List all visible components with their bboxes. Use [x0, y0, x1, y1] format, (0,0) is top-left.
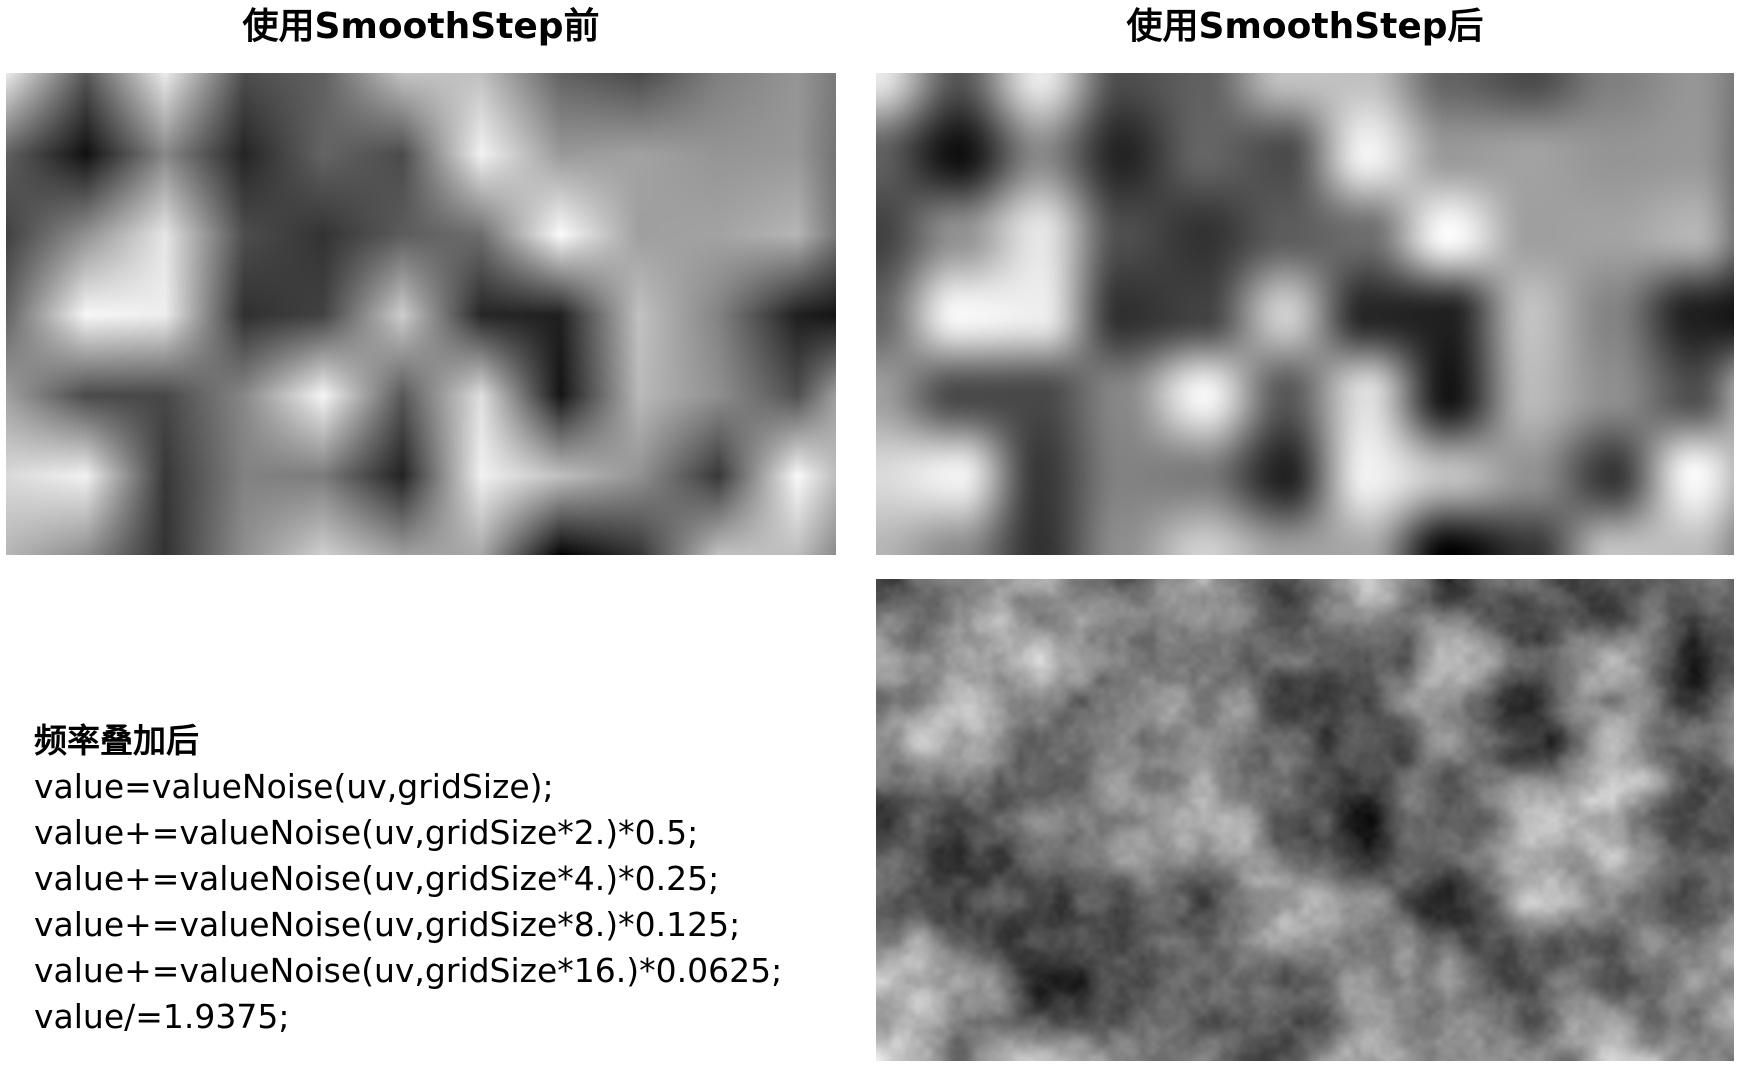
code-line: value+=valueNoise(uv,gridSize*16.)*0.062…: [34, 951, 783, 990]
code-line: value+=valueNoise(uv,gridSize*8.)*0.125;: [34, 905, 741, 944]
code-heading: 频率叠加后: [34, 721, 199, 760]
code-line: value/=1.9375;: [34, 997, 290, 1036]
code-line: value+=valueNoise(uv,gridSize*2.)*0.5;: [34, 813, 699, 852]
code-line: value=valueNoise(uv,gridSize);: [34, 767, 554, 806]
noise-image-frequency-layered: [876, 579, 1734, 1061]
noise-image-before-smoothstep: [6, 73, 836, 555]
code-line: value+=valueNoise(uv,gridSize*4.)*0.25;: [34, 859, 720, 898]
title-before-smoothstep: 使用SmoothStep前: [242, 6, 600, 47]
code-block: 频率叠加后 value=valueNoise(uv,gridSize); val…: [34, 718, 834, 1040]
title-after-smoothstep: 使用SmoothStep后: [1126, 6, 1484, 47]
noise-image-after-smoothstep: [876, 73, 1734, 555]
